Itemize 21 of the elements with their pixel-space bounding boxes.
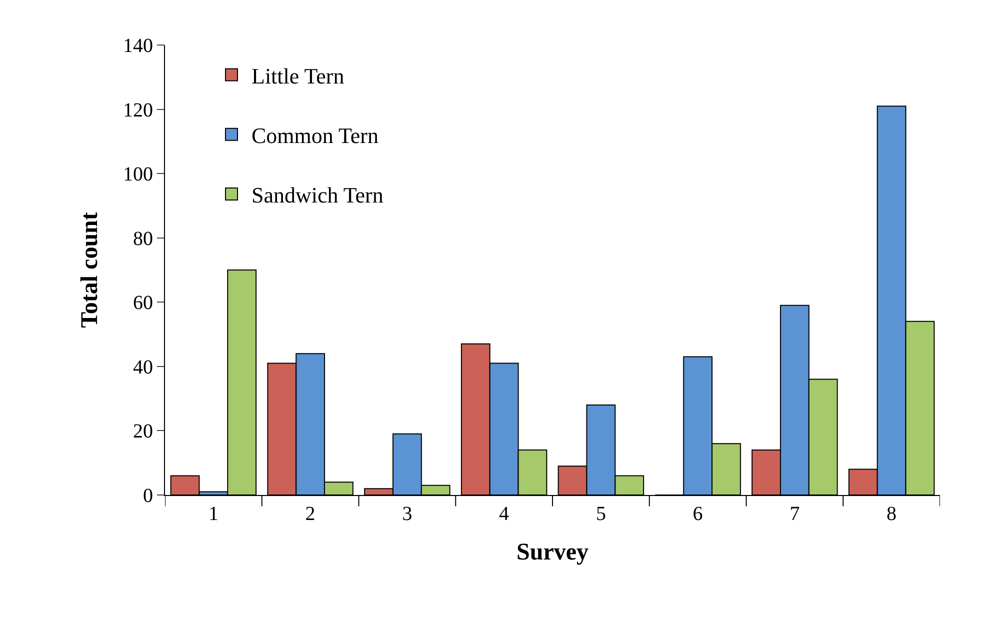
legend-label: Sandwich Tern bbox=[252, 182, 384, 208]
x-tick-label: 6 bbox=[692, 503, 703, 525]
x-tick-label: 8 bbox=[886, 503, 897, 525]
y-tick-label: 140 bbox=[123, 35, 153, 57]
y-tick-label: 80 bbox=[133, 228, 153, 250]
legend-label: Little Tern bbox=[252, 63, 344, 88]
x-tick-label: 1 bbox=[208, 503, 218, 525]
x-tick-label: 4 bbox=[499, 503, 510, 525]
x-axis-title: Survey bbox=[516, 539, 588, 566]
y-tick-label: 60 bbox=[133, 292, 153, 314]
y-tick-label: 100 bbox=[123, 164, 153, 186]
y-tick-label: 40 bbox=[133, 356, 153, 378]
y-tick-label: 0 bbox=[143, 485, 153, 507]
y-axis-title: Total count bbox=[77, 212, 104, 328]
x-tick-label: 3 bbox=[402, 503, 412, 525]
y-tick-label: 120 bbox=[123, 99, 153, 122]
x-tick-label: 5 bbox=[596, 503, 606, 525]
x-tick-label: 2 bbox=[305, 503, 316, 525]
legend-label: Common Tern bbox=[252, 122, 378, 148]
x-tick-label: 7 bbox=[790, 503, 800, 525]
y-tick-label: 20 bbox=[133, 420, 153, 443]
